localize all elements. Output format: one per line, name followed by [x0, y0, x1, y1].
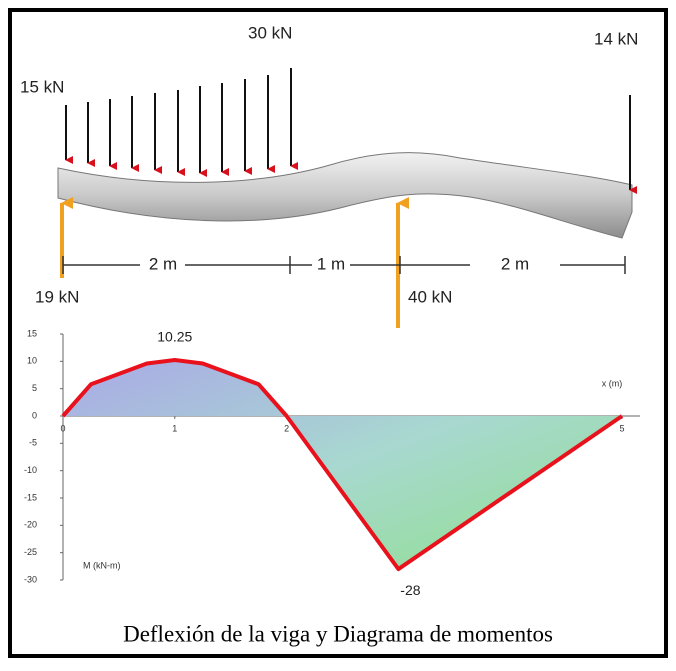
span-label: 2 m [501, 254, 529, 273]
y-axis-label: M (kN-m) [83, 561, 121, 571]
dimension-line [62, 256, 626, 274]
y-tick-label: 10 [27, 356, 37, 366]
y-tick-label: -15 [24, 492, 37, 502]
area [63, 359, 622, 570]
y-tick-label: 5 [32, 383, 37, 393]
span-label: 1 m [317, 254, 345, 273]
data-label: 10.25 [157, 329, 192, 345]
line [61, 357, 624, 572]
y-tick-label: 15 [27, 328, 37, 338]
x-tick-label: 1 [172, 423, 177, 433]
y-tick-label: -25 [24, 547, 37, 557]
load-label: 15 kN [20, 77, 64, 96]
beam [57, 152, 633, 239]
x-tick-label: 2 [284, 423, 289, 433]
y-tick-label: 0 [32, 410, 37, 420]
data-label: -28 [400, 582, 420, 598]
caption: Deflexión de la viga y Diagrama de momen… [123, 621, 553, 646]
reaction-label: 19 kN [35, 287, 79, 306]
y-tick-label: -30 [24, 574, 37, 584]
x-tick-label: 0 [60, 423, 65, 433]
reaction-label: 40 kN [408, 287, 452, 306]
y-tick-label: -20 [24, 520, 37, 530]
y-tick-label: -5 [29, 438, 37, 448]
x-tick-label: 5 [619, 423, 624, 433]
distributed-load [65, 68, 637, 194]
load-label: 30 kN [248, 23, 292, 42]
x-axis-label: x (m) [602, 378, 623, 388]
span-label: 2 m [149, 254, 177, 273]
y-tick-label: -10 [24, 465, 37, 475]
load-label: 14 kN [594, 29, 638, 48]
frame [8, 8, 668, 658]
